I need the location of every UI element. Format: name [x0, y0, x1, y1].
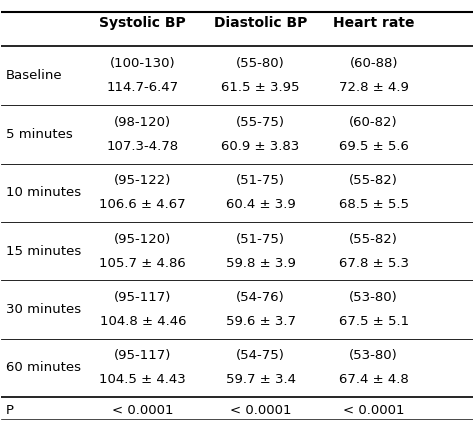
Text: (51-75): (51-75): [236, 175, 285, 187]
Text: (53-80): (53-80): [349, 350, 398, 363]
Text: (60-82): (60-82): [349, 116, 398, 129]
Text: < 0.0001: < 0.0001: [230, 404, 292, 417]
Text: (55-75): (55-75): [236, 116, 285, 129]
Text: 10 minutes: 10 minutes: [6, 186, 81, 199]
Text: (55-82): (55-82): [349, 175, 398, 187]
Text: 105.7 ± 4.86: 105.7 ± 4.86: [100, 257, 186, 270]
Text: 59.7 ± 3.4: 59.7 ± 3.4: [226, 373, 296, 386]
Text: (51-75): (51-75): [236, 233, 285, 246]
Text: P: P: [6, 404, 14, 417]
Text: Diastolic BP: Diastolic BP: [214, 16, 307, 30]
Text: 69.5 ± 5.6: 69.5 ± 5.6: [339, 140, 409, 153]
Text: 59.8 ± 3.9: 59.8 ± 3.9: [226, 257, 295, 270]
Text: Heart rate: Heart rate: [333, 16, 414, 30]
Text: (54-76): (54-76): [236, 291, 285, 304]
Text: 72.8 ± 4.9: 72.8 ± 4.9: [339, 81, 409, 94]
Text: (55-80): (55-80): [236, 57, 285, 70]
Text: Baseline: Baseline: [6, 69, 63, 82]
Text: (98-120): (98-120): [114, 116, 171, 129]
Text: < 0.0001: < 0.0001: [112, 404, 173, 417]
Text: 68.5 ± 5.5: 68.5 ± 5.5: [338, 198, 409, 211]
Text: 104.8 ± 4.46: 104.8 ± 4.46: [100, 315, 186, 328]
Text: 114.7-6.47: 114.7-6.47: [107, 81, 179, 94]
Text: 67.4 ± 4.8: 67.4 ± 4.8: [339, 373, 409, 386]
Text: (95-122): (95-122): [114, 175, 172, 187]
Text: 104.5 ± 4.43: 104.5 ± 4.43: [100, 373, 186, 386]
Text: 67.8 ± 5.3: 67.8 ± 5.3: [338, 257, 409, 270]
Text: 106.6 ± 4.67: 106.6 ± 4.67: [100, 198, 186, 211]
Text: (100-130): (100-130): [110, 57, 175, 70]
Text: 107.3-4.78: 107.3-4.78: [107, 140, 179, 153]
Text: (95-120): (95-120): [114, 233, 172, 246]
Text: Systolic BP: Systolic BP: [100, 16, 186, 30]
Text: < 0.0001: < 0.0001: [343, 404, 404, 417]
Text: 60.4 ± 3.9: 60.4 ± 3.9: [226, 198, 295, 211]
Text: (95-117): (95-117): [114, 291, 172, 304]
Text: 30 minutes: 30 minutes: [6, 303, 81, 316]
Text: (95-117): (95-117): [114, 350, 172, 363]
Text: (55-82): (55-82): [349, 233, 398, 246]
Text: (53-80): (53-80): [349, 291, 398, 304]
Text: 61.5 ± 3.95: 61.5 ± 3.95: [221, 81, 300, 94]
Text: (54-75): (54-75): [236, 350, 285, 363]
Text: 60.9 ± 3.83: 60.9 ± 3.83: [221, 140, 300, 153]
Text: 67.5 ± 5.1: 67.5 ± 5.1: [338, 315, 409, 328]
Text: (60-88): (60-88): [349, 57, 398, 70]
Text: 5 minutes: 5 minutes: [6, 128, 73, 141]
Text: 15 minutes: 15 minutes: [6, 245, 82, 258]
Text: 60 minutes: 60 minutes: [6, 361, 81, 375]
Text: 59.6 ± 3.7: 59.6 ± 3.7: [226, 315, 296, 328]
